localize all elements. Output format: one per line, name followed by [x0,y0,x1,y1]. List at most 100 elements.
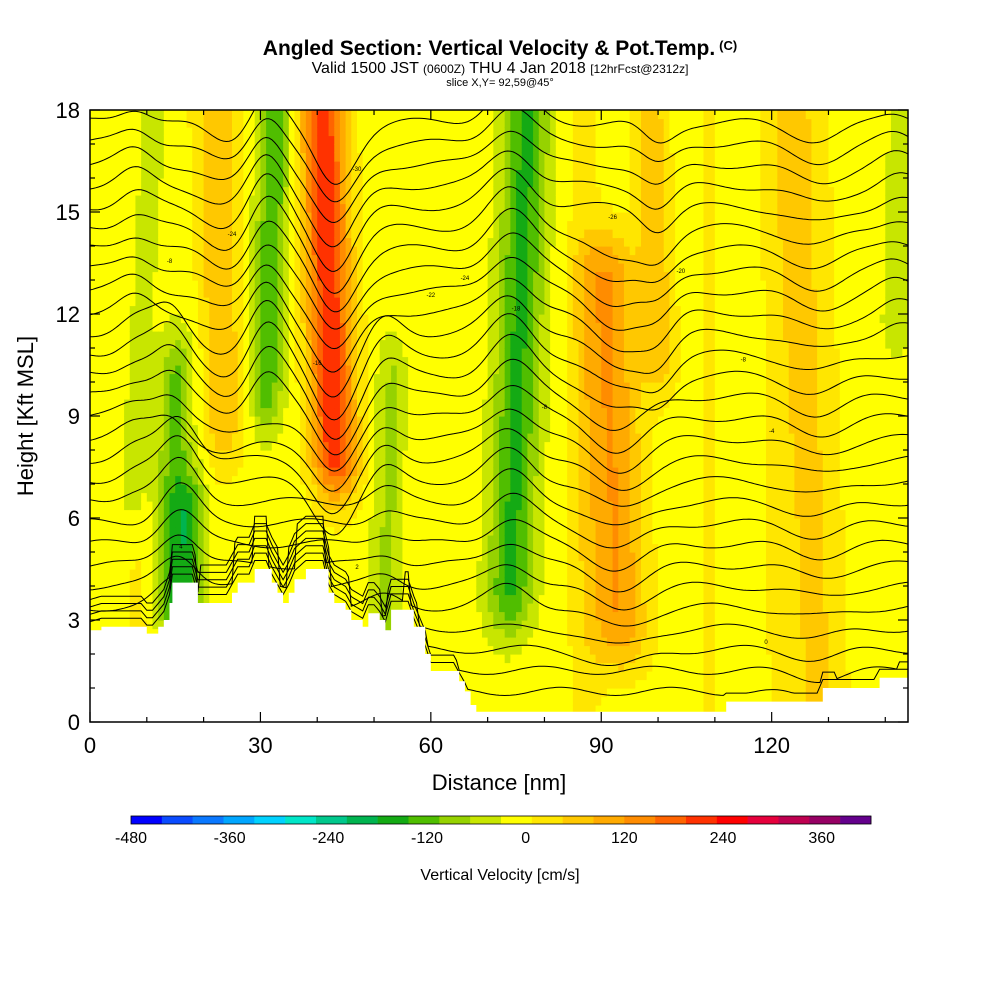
velocity-cell [135,169,142,179]
velocity-cell [226,424,233,434]
velocity-cell [430,297,438,307]
velocity-cell [180,484,188,494]
velocity-cell [311,416,318,426]
velocity-cell [220,424,227,434]
velocity-cell [90,543,97,553]
velocity-cell [203,263,210,273]
velocity-cell [408,518,415,528]
velocity-cell [459,399,466,409]
velocity-cell [430,271,438,281]
velocity-cell [283,127,290,137]
velocity-cell [396,569,404,579]
velocity-cell [135,577,142,587]
velocity-cell [226,348,233,358]
velocity-cell [214,110,222,120]
velocity-cell [288,118,296,128]
velocity-cell [379,577,386,587]
velocity-cell [197,390,205,400]
velocity-cell [425,433,432,443]
velocity-cell [277,212,284,222]
velocity-cell [425,322,432,332]
velocity-cell [464,467,472,477]
velocity-cell [237,203,244,213]
velocity-cell [356,135,364,145]
velocity-cell [413,611,421,621]
velocity-cell [317,280,324,290]
velocity-cell [402,543,409,553]
velocity-cell [186,110,193,120]
velocity-cell [408,339,415,349]
velocity-cell [430,492,438,502]
velocity-cell [396,458,404,468]
velocity-cell [283,144,290,154]
velocity-cell [385,161,392,171]
velocity-cell [442,186,449,196]
velocity-cell [385,280,392,290]
velocity-cell [476,433,483,443]
velocity-cell [180,127,188,137]
velocity-cell [254,399,262,409]
velocity-cell [453,492,460,502]
velocity-cell [129,569,137,579]
velocity-cell [146,280,154,290]
velocity-cell [476,526,483,536]
velocity-cell [158,450,165,460]
velocity-cell [101,229,108,239]
velocity-cell [470,467,477,477]
velocity-cell [146,535,154,545]
velocity-cell [379,280,386,290]
velocity-cell [271,441,279,451]
velocity-cell [391,339,398,349]
velocity-cell [124,331,131,341]
velocity-cell [95,569,102,579]
velocity-cell [214,467,222,477]
velocity-cell [254,212,262,222]
velocity-cell [175,152,182,162]
velocity-cell [385,518,392,528]
velocity-cell [317,407,324,417]
velocity-cell [197,535,205,545]
velocity-cell [464,450,472,460]
velocity-cell [214,543,222,553]
velocity-cell [243,314,250,324]
velocity-cell [237,305,244,315]
velocity-cell [214,424,222,434]
velocity-cell [305,356,313,366]
velocity-cell [271,339,279,349]
velocity-cell [294,254,301,264]
velocity-cell [243,297,250,307]
velocity-cell [459,594,466,604]
velocity-cell [470,348,477,358]
velocity-cell [402,229,409,239]
velocity-cell [322,390,330,400]
velocity-cell [459,620,466,630]
velocity-cell [322,433,330,443]
velocity-cell [254,484,262,494]
velocity-cell [169,441,176,451]
velocity-cell [209,322,216,332]
velocity-cell [214,569,222,579]
velocity-cell [430,654,438,664]
velocity-cell [203,288,210,298]
velocity-cell [470,535,477,545]
velocity-cell [220,110,227,120]
velocity-cell [192,373,199,383]
velocity-cell [243,144,250,154]
velocity-cell [101,195,108,205]
velocity-cell [249,135,256,145]
velocity-cell [311,152,318,162]
velocity-cell [453,645,460,655]
velocity-cell [442,569,449,579]
velocity-cell [453,543,460,553]
velocity-cell [368,135,375,145]
velocity-cell [192,322,199,332]
velocity-cell [470,110,477,120]
velocity-cell [391,458,398,468]
velocity-cell [141,399,148,409]
velocity-cell [408,475,415,485]
velocity-cell [118,475,125,485]
velocity-cell [453,195,460,205]
velocity-cell [158,518,165,528]
velocity-cell [152,399,159,409]
velocity-cell [124,195,131,205]
